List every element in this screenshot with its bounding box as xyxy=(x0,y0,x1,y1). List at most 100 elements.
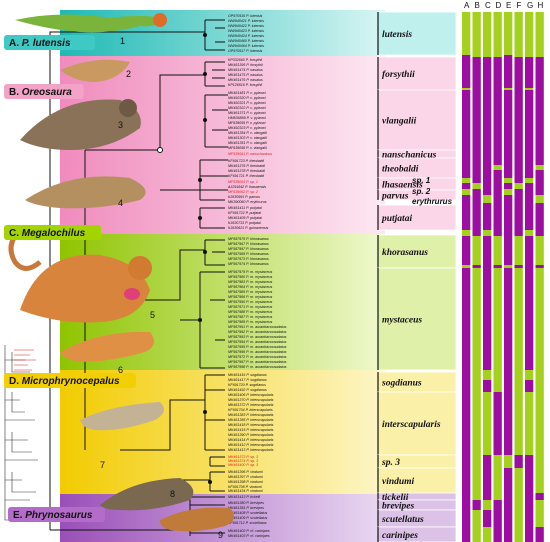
strip-cell xyxy=(483,527,492,542)
strip-cell xyxy=(514,380,523,392)
tip-label: MK461474 P. nasalus xyxy=(228,68,263,72)
node xyxy=(198,216,202,220)
strip-cell xyxy=(535,500,544,510)
group-letter: D. xyxy=(9,376,22,387)
tip-label: MK461380 P. brevipes xyxy=(228,501,264,505)
strip-cell xyxy=(493,88,502,90)
specimen-number: 5 xyxy=(150,310,155,320)
column-header-f: F xyxy=(517,1,522,10)
tip-label: KP126516 P. forsythii xyxy=(228,83,262,87)
strip-cell xyxy=(472,165,481,170)
strip-cell xyxy=(504,12,513,55)
strip-cell xyxy=(535,55,544,57)
clade-sp3 xyxy=(209,456,225,467)
tip-label: KF691704 P. interscapularis xyxy=(228,408,273,412)
strip-cell xyxy=(514,183,523,189)
strip-cell xyxy=(535,527,544,542)
mini-tree-red xyxy=(14,349,36,371)
tip-label: MK461390 P. interscapularis xyxy=(228,433,274,437)
strip-cell xyxy=(535,236,544,265)
strip-cell xyxy=(462,150,471,158)
tip-label: MK461381 P. brevipes xyxy=(228,506,264,510)
tip-label: MK461406 P. interscapularis xyxy=(228,393,274,397)
strip-cell xyxy=(514,55,523,57)
tip-label: MK461413 P. interscapularis xyxy=(228,448,274,452)
tip-label: KF691723 P. theobaldi xyxy=(228,159,264,163)
strip-cell xyxy=(514,265,523,268)
tip-label: MK461417 P. sogdianus xyxy=(228,378,267,382)
strip-cell xyxy=(462,392,471,455)
strip-cell xyxy=(472,236,481,265)
strip-cell xyxy=(504,392,513,455)
tip-label: MF567986 P. m. mystaceus xyxy=(228,295,272,299)
strip-cell xyxy=(504,265,513,268)
lizard-interscapularis xyxy=(80,402,164,431)
strip-cell xyxy=(462,350,471,370)
tip-label: MK461409 P. scutellatus xyxy=(228,516,267,520)
strip-cell xyxy=(462,158,471,165)
tip-label: MK461408 P. scutellatus xyxy=(228,511,267,515)
group-letter: C. xyxy=(9,228,22,239)
strip-cell xyxy=(493,165,502,170)
tip-label: MF567972 P. m. aurantiacocaudatus xyxy=(228,355,287,359)
strip-cell xyxy=(483,370,492,380)
tip-label: MK461374 P. sp. 3 xyxy=(228,459,258,463)
specimen-number: 6 xyxy=(118,365,123,375)
strip-cell xyxy=(483,468,492,493)
strip-cell xyxy=(504,158,513,165)
strip-cell xyxy=(504,55,513,57)
group-tag-bg xyxy=(4,373,136,388)
strip-cell xyxy=(472,55,481,57)
node xyxy=(198,318,202,322)
strip-cell xyxy=(493,455,502,468)
clade-label-nanschanicus: nanschanicus xyxy=(382,150,437,160)
strip-cell xyxy=(504,468,513,493)
strip-cell xyxy=(535,380,544,392)
strip-cell xyxy=(504,203,513,230)
strip-cell xyxy=(504,230,513,236)
strip-cell xyxy=(493,230,502,236)
character-strips xyxy=(462,12,544,542)
tip-label: MF539062 P. sp. 2 xyxy=(228,190,258,194)
group-letter: A. xyxy=(9,38,22,49)
group-tag-bg xyxy=(4,35,96,50)
group-letter: B. xyxy=(9,87,22,98)
specimen-number: 3 xyxy=(118,120,123,130)
strip-cell xyxy=(504,510,513,527)
lizard-scutellatus xyxy=(160,507,234,532)
strip-cell xyxy=(525,510,534,527)
tip-label: KJ630731 P. putjatai xyxy=(228,221,261,225)
strip-cell xyxy=(514,195,523,203)
strip-cell xyxy=(514,170,523,178)
strip-cell xyxy=(535,88,544,90)
strip-cell xyxy=(535,510,544,527)
strip-cell xyxy=(504,500,513,510)
group-tag-label: B. Oreosaura xyxy=(9,87,72,98)
strip-cell xyxy=(493,527,502,542)
specimen-numbers: 1 2 3 4 5 6 7 8 9 xyxy=(100,36,223,540)
strip-cell xyxy=(462,12,471,55)
strip-cell xyxy=(472,195,481,203)
strip-cell xyxy=(483,493,492,500)
tip-label: MF567979 P. m. mystaceus xyxy=(228,270,272,274)
clade-label-vlangalii: vlangalii xyxy=(382,116,417,126)
strip-cell xyxy=(462,468,471,493)
strip-cell xyxy=(462,268,471,350)
group-tags: A. P. lutensis B. Oreosaura C. Megalochilu… xyxy=(4,35,136,522)
strip-cell xyxy=(525,189,534,195)
lizard-interscapularis-body xyxy=(80,402,164,431)
strip-cell xyxy=(462,55,471,57)
strip-cell xyxy=(462,510,471,527)
tip-label: MK461385 P. interscapularis xyxy=(228,418,274,422)
strip-cell xyxy=(504,195,513,203)
tip-label: MK461418 P. interscapularis xyxy=(228,423,274,427)
strip-cell xyxy=(525,380,534,392)
lizard-theobaldi xyxy=(25,176,146,209)
group-name: Phrynosaurus xyxy=(25,510,93,521)
clade-label-parvus: parvus xyxy=(381,191,409,201)
tip-label: KF691712 P. scutellatus xyxy=(228,521,267,525)
specimen-number: 1 xyxy=(120,36,125,46)
tip-label: MK461476 P. nasalus xyxy=(228,78,263,82)
